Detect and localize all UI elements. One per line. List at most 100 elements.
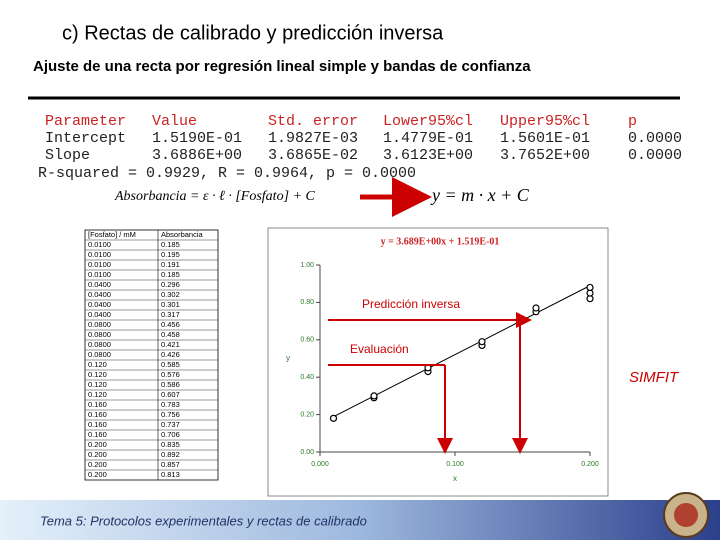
data-point [370, 392, 378, 400]
results-header: Parameter [45, 113, 126, 130]
results-cell: 1.9827E-03 [268, 130, 358, 147]
table-cell: 0.456 [161, 320, 180, 329]
table-cell: 0.0800 [88, 330, 111, 339]
table-cell: 0.195 [161, 250, 180, 259]
results-header: Upper95%cl [500, 113, 590, 130]
table-cell: 0.317 [161, 310, 180, 319]
x-tick-label: 0.100 [446, 461, 464, 468]
table-cell: 0.835 [161, 440, 180, 449]
results-cell: 3.6865E-02 [268, 147, 358, 164]
table-cell: 0.200 [88, 450, 107, 459]
table-cell: 0.120 [88, 380, 107, 389]
x-tick-label: 0.000 [311, 461, 329, 468]
chart-title: y = 3.689E+00x + 1.519E-01 [381, 236, 500, 247]
table-cell: 0.586 [161, 380, 180, 389]
table-cell: 0.200 [88, 470, 107, 479]
x-tick-label: 0.200 [581, 461, 599, 468]
table-cell: 0.200 [88, 460, 107, 469]
table-cell: 0.458 [161, 330, 180, 339]
equation-right: y = m · x + C [430, 185, 530, 205]
table-cell: 0.0400 [88, 280, 111, 289]
table-cell: 0.0400 [88, 310, 111, 319]
table-cell: 0.185 [161, 270, 180, 279]
table-cell: 0.0800 [88, 320, 111, 329]
footer-text: Tema 5: Protocolos experimentales y rect… [40, 513, 367, 528]
table-cell: 0.296 [161, 280, 180, 289]
table-cell: 0.0400 [88, 300, 111, 309]
results-cell: 1.5190E-01 [152, 130, 242, 147]
table-cell: 0.200 [88, 440, 107, 449]
chart-frame [267, 227, 609, 497]
table-cell: 0.120 [88, 370, 107, 379]
results-header: Lower95%cl [383, 113, 473, 130]
table-cell: 0.607 [161, 390, 180, 399]
table-header: Absorbancia [161, 230, 204, 239]
table-cell: 0.421 [161, 340, 180, 349]
table-cell: 0.737 [161, 420, 180, 429]
results-cell: Intercept [45, 130, 126, 147]
results-cell: 1.4779E-01 [383, 130, 473, 147]
table-cell: 0.585 [161, 360, 180, 369]
table-cell: 0.706 [161, 430, 180, 439]
table-cell: 0.160 [88, 410, 107, 419]
table-cell: 0.0800 [88, 340, 111, 349]
table-cell: 0.0100 [88, 270, 111, 279]
table-cell: 0.892 [161, 450, 180, 459]
chart: 0.00 0.20 0.40 0.60 0.80 1.00 0.000 0.100 0.200 x… [286, 236, 599, 483]
logo-center [674, 503, 698, 527]
table-cell: 0.783 [161, 400, 180, 409]
table-cell: 0.160 [88, 400, 107, 409]
table-cell: 0.185 [161, 240, 180, 249]
table-cell: 0.301 [161, 300, 180, 309]
results-table: Parameter Value Std. error Lower95%cl Upper9… [38, 113, 682, 182]
y-tick-label: 1.00 [300, 262, 314, 269]
equation-left: Absorbancia = ε · ℓ · [Fosfato] + C [114, 189, 315, 204]
results-summary: R-squared = 0.9929, R = 0.9964, p = 0.00… [38, 165, 416, 182]
data-point [532, 304, 540, 312]
y-tick-label: 0.80 [300, 299, 314, 306]
table-header: [Fosfato] / mM [88, 230, 136, 239]
results-header: Std. error [268, 113, 358, 130]
table-cell: 0.426 [161, 350, 180, 359]
table-cell: 0.160 [88, 420, 107, 429]
data-table: [Fosfato] / mM Absorbancia 0.0100 0.185 0.01… [84, 229, 219, 481]
subtitle: Ajuste de una recta por regresión lineal… [33, 58, 531, 75]
results-cell: 3.6886E+00 [152, 147, 242, 164]
results-cell: 1.5601E-01 [500, 130, 590, 147]
slide-title: c) Rectas de calibrado y predicción inve… [62, 22, 444, 44]
y-tick-label: 0.60 [300, 337, 314, 344]
table-cell: 0.813 [161, 470, 180, 479]
table-cell: 0.857 [161, 460, 180, 469]
results-cell: 3.7652E+00 [500, 147, 590, 164]
table-cell: 0.191 [161, 260, 180, 269]
y-tick-label: 0.20 [300, 411, 314, 418]
annotation: Evaluación [350, 342, 409, 356]
table-cell: 0.0100 [88, 240, 111, 249]
results-header: p [628, 113, 637, 130]
brand: SIMFIT [629, 369, 680, 386]
table-cell: 0.120 [88, 390, 107, 399]
table-cell: 0.576 [161, 370, 180, 379]
table-cell: 0.756 [161, 410, 180, 419]
results-header: Value [152, 113, 197, 130]
x-axis-label: x [453, 474, 457, 483]
table-cell: 0.160 [88, 430, 107, 439]
guide-arrows [328, 312, 532, 454]
table-cell: 0.0800 [88, 350, 111, 359]
annotation: Predicción inversa [362, 297, 460, 311]
data-point [329, 414, 338, 422]
footer-bar [0, 500, 720, 540]
data-point [478, 338, 486, 346]
y-axis-label: y [286, 354, 290, 363]
results-cell: 0.0000 [628, 147, 682, 164]
results-cell: 3.6123E+00 [383, 147, 473, 164]
results-cell: 0.0000 [628, 130, 682, 147]
table-cell: 0.0400 [88, 290, 111, 299]
table-cell: 0.120 [88, 360, 107, 369]
table-cell: 0.0100 [88, 250, 111, 259]
table-cell: 0.302 [161, 290, 180, 299]
y-tick-label: 0.00 [300, 449, 314, 456]
table-border [84, 229, 219, 481]
y-tick-label: 0.40 [300, 374, 314, 381]
